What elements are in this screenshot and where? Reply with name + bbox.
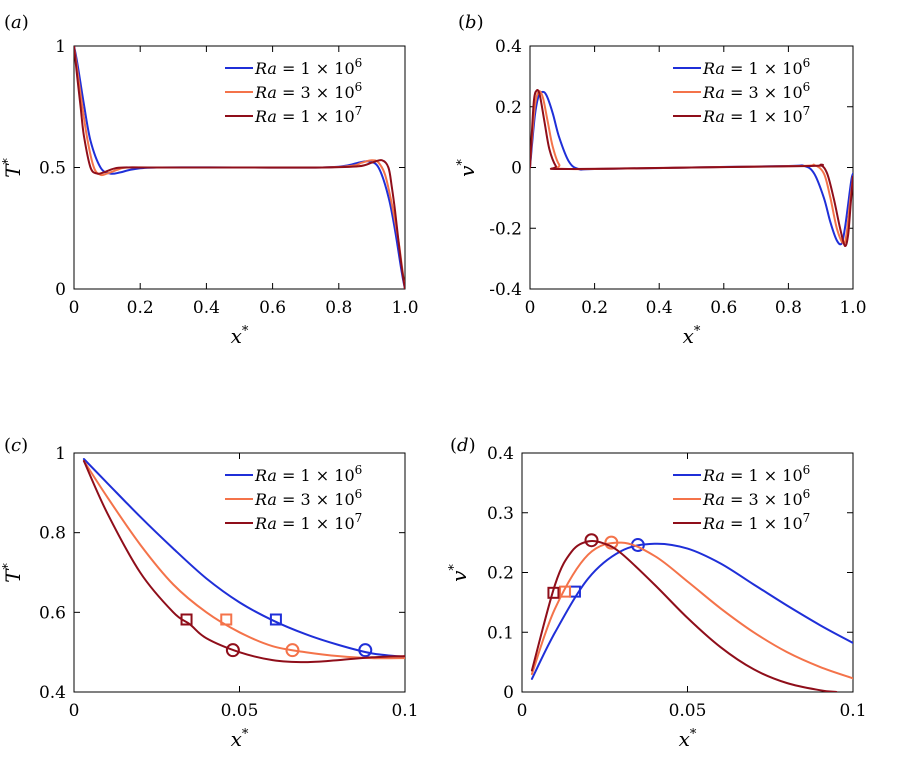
panel-label: (d) [450,435,476,456]
y-tick-label: 0 [55,280,66,300]
circle-marker [604,535,619,550]
series-line-3 [82,460,405,664]
x-tick-label: 0.4 [646,298,673,318]
y-axis-label: T* [1,563,25,583]
series-line-3 [530,539,838,692]
series-line-3 [74,46,405,289]
legend-label: Ra = 1 × 106 [702,56,810,78]
x-tick-label: 0.8 [325,298,352,318]
series-line-1 [530,542,853,680]
x-tick-label: 0 [69,701,80,721]
x-tick-label: 0.6 [710,298,737,318]
legend-label: Ra = 3 × 106 [702,80,810,102]
y-tick-label: 0.3 [487,504,514,524]
legend-label: Ra = 3 × 106 [254,487,362,509]
y-tick-label: 0.2 [495,98,522,118]
legend-label: Ra = 1 × 107 [702,511,810,533]
y-tick-label: 0 [503,683,514,703]
square-marker [180,613,193,626]
y-tick-label: 0.6 [39,603,66,623]
y-tick-label: 1 [55,37,66,57]
x-tick-label: 1.0 [391,298,418,318]
x-tick-label: 0.05 [669,701,707,721]
y-tick-label: 0 [511,159,522,179]
square-marker [220,613,233,626]
legend-label: Ra = 3 × 106 [702,487,810,509]
series-line-3 [530,89,853,247]
x-axis-label: x* [231,324,249,348]
y-tick-label: 0.4 [39,683,66,703]
circle-marker [225,643,240,658]
x-tick-label: 0 [69,298,80,318]
panel-a: (a) 0 0.2 0.4 0.6 0.8 1.0 0 0.5 1 x* T* Ra = 1 × 106… [1,12,419,348]
y-axis-label: v* [447,564,471,582]
x-tick-label: 0.05 [221,701,259,721]
y-tick-label: 0.5 [39,159,66,179]
y-tick-label: 0.4 [495,37,522,57]
circle-marker [358,643,373,658]
x-axis-label: x* [231,727,249,751]
x-tick-label: 0.2 [127,298,154,318]
square-marker [547,586,560,599]
square-marker [269,613,282,626]
panel-label: (a) [4,12,29,33]
panel-c: (c)0 0.05 0.10.40.60.81x*T*Ra = 1 × 106Ra … [1,435,419,751]
legend-label: Ra = 1 × 107 [254,511,362,533]
legend-label: Ra = 1 × 107 [254,104,362,126]
y-tick-label: 0.4 [487,444,514,464]
panel-label: (b) [458,12,484,33]
y-axis-label: T* [1,158,25,178]
x-axis-label: x* [683,324,701,348]
circle-marker [584,533,599,548]
y-tick-label: 0.2 [487,564,514,584]
panel-d: (d) 0 0.05 0.1 0 0.1 0.2 0.3 0.4 x* v* Ra = 1 × 106… [447,435,867,751]
panel-b: (b) 0 0.2 0.4 0.6 0.8 1.0 -0.4 -0.2 0 0.2 0.4 x* v* Ra… [455,12,867,348]
y-tick-label: -0.2 [489,219,522,239]
x-tick-label: 0 [517,701,528,721]
panel-label: (c) [4,435,28,456]
circle-marker [285,643,300,658]
y-axis-label: v* [455,159,479,177]
legend-label: Ra = 3 × 106 [254,80,362,102]
x-tick-label: 0.8 [775,298,802,318]
x-tick-label: 0.1 [391,701,418,721]
legend-label: Ra = 1 × 106 [702,463,810,485]
x-tick-label: 0.6 [259,298,286,318]
x-tick-label: 0.4 [193,298,220,318]
x-tick-label: 0.1 [839,701,866,721]
x-axis-label: x* [679,727,697,751]
legend-label: Ra = 1 × 106 [254,463,362,485]
y-tick-label: 1 [55,444,66,464]
y-tick-label: 0.1 [487,623,514,643]
square-marker [559,585,572,598]
x-tick-label: 0.2 [581,298,608,318]
legend-label: Ra = 1 × 107 [702,104,810,126]
x-tick-label: 1.0 [839,298,866,318]
legend-label: Ra = 1 × 106 [254,56,362,78]
y-tick-label: -0.4 [489,280,522,300]
series-line-2 [530,541,853,680]
x-tick-label: 0 [525,298,536,318]
series-line-2 [82,460,405,660]
series-line-1 [82,458,405,658]
y-tick-label: 0.8 [39,524,66,544]
